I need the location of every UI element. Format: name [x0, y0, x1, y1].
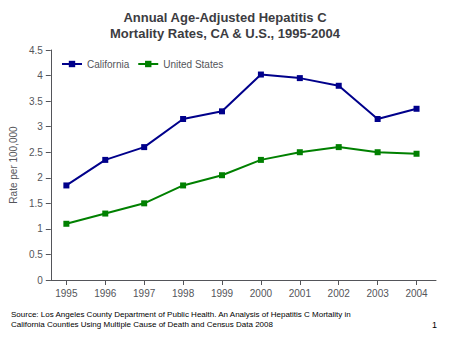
svg-text:2: 2	[37, 172, 43, 183]
svg-text:Annual Age-Adjusted Hepatitis: Annual Age-Adjusted Hepatitis C	[123, 10, 327, 25]
svg-text:Rate per 100,000: Rate per 100,000	[8, 126, 19, 204]
svg-text:2001: 2001	[289, 288, 312, 299]
svg-text:3.5: 3.5	[29, 96, 43, 107]
svg-text:2.5: 2.5	[29, 147, 43, 158]
svg-text:1997: 1997	[133, 288, 156, 299]
svg-text:2004: 2004	[405, 288, 428, 299]
svg-text:3: 3	[37, 121, 43, 132]
svg-text:4: 4	[37, 70, 43, 81]
svg-text:2000: 2000	[250, 288, 273, 299]
svg-text:Mortality Rates, CA & U.S., 19: Mortality Rates, CA & U.S., 1995-2004	[110, 26, 341, 41]
svg-text:1998: 1998	[172, 288, 195, 299]
svg-text:California Counties Using Mult: California Counties Using Multiple Cause…	[11, 320, 273, 329]
svg-text:1.5: 1.5	[29, 198, 43, 209]
svg-text:United States: United States	[163, 59, 223, 70]
svg-text:0.5: 0.5	[29, 249, 43, 260]
svg-text:1995: 1995	[55, 288, 78, 299]
svg-text:California: California	[87, 59, 130, 70]
svg-text:2003: 2003	[367, 288, 390, 299]
svg-text:Source: Los Angeles County Dep: Source: Los Angeles County Department of…	[11, 310, 351, 319]
svg-text:1996: 1996	[94, 288, 117, 299]
svg-text:4.5: 4.5	[29, 45, 43, 56]
svg-text:1: 1	[432, 320, 437, 330]
svg-text:2002: 2002	[328, 288, 351, 299]
svg-text:0: 0	[37, 275, 43, 286]
svg-text:1: 1	[37, 223, 43, 234]
svg-text:1999: 1999	[211, 288, 234, 299]
